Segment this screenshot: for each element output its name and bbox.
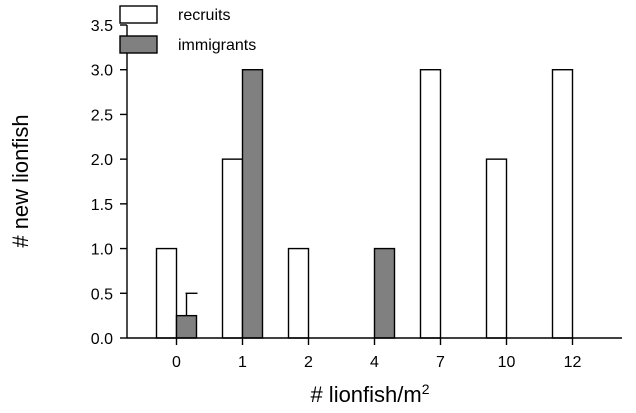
x-tick-label: 7 <box>436 354 445 371</box>
bar-recruits-2 <box>287 247 310 339</box>
y-tick-label: 2.0 <box>91 152 113 169</box>
x-tick-label: 12 <box>564 354 582 371</box>
y-tick-label: 3.5 <box>91 18 113 35</box>
x-tick-label: 2 <box>304 354 313 371</box>
x-tick-label: 4 <box>370 354 379 371</box>
y-tick-label: 3.0 <box>91 63 113 80</box>
legend-label-immigrants: immigrants <box>178 37 256 54</box>
y-tick-label: 0.5 <box>91 286 113 303</box>
bar-recruits-10 <box>485 158 508 339</box>
legend: recruits immigrants <box>119 5 256 54</box>
bar-immigrants-1 <box>241 69 264 339</box>
bar-recruits-1 <box>221 158 244 339</box>
x-tick-label: 1 <box>238 354 247 371</box>
bar-immigrants-4 <box>373 247 396 339</box>
y-tick-label: 0.0 <box>91 331 113 348</box>
error-bars <box>185 292 198 316</box>
x-axis-ticks: 0 1 2 4 7 10 12 <box>172 338 582 371</box>
y-tick-label: 1.0 <box>91 242 113 259</box>
legend-swatch-recruits <box>119 5 158 24</box>
bar-recruits-12 <box>551 69 574 339</box>
y-tick-label: 2.5 <box>91 107 113 124</box>
bar-immigrants-0 <box>175 314 198 339</box>
y-tick-label: 1.5 <box>91 197 113 214</box>
legend-label-recruits: recruits <box>178 7 230 24</box>
x-axis-title: # lionfish/m2 <box>310 381 429 407</box>
bar-recruits-7 <box>419 69 442 339</box>
bar-recruits-0 <box>155 247 178 339</box>
y-axis-title: # new lionfish <box>8 114 33 247</box>
x-tick-label: 0 <box>172 354 181 371</box>
x-tick-label: 10 <box>498 354 516 371</box>
legend-swatch-immigrants <box>119 35 158 54</box>
bars <box>155 69 574 339</box>
y-axis-ticks: 0.0 0.5 1.0 1.5 2.0 2.5 3.0 3.5 <box>91 18 127 348</box>
